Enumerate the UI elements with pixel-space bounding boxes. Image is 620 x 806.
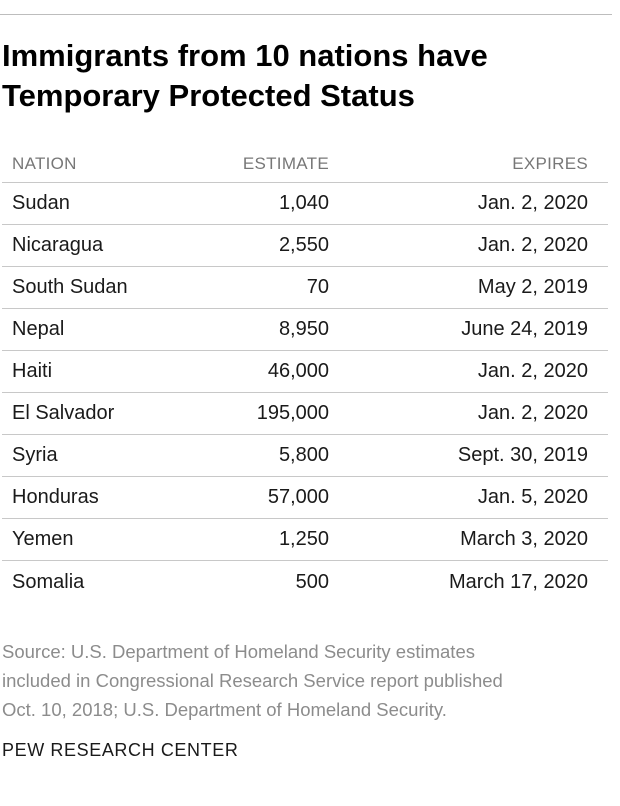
- pew-research-center-credit: PEW RESEARCH CENTER: [2, 740, 239, 760]
- source-note: Source: U.S. Department of Homeland Secu…: [2, 637, 614, 724]
- cell-estimate: 1,040: [278, 192, 329, 214]
- cell-expires: Jan. 2, 2020: [477, 360, 588, 382]
- cell-expires: Jan. 2, 2020: [477, 234, 588, 256]
- chart-title: Immigrants from 10 nations have Temporar…: [2, 36, 608, 116]
- cell-estimate: 46,000: [267, 360, 329, 382]
- cell-nation: South Sudan: [12, 276, 128, 298]
- cell-expires: Jan. 2, 2020: [477, 402, 588, 424]
- column-header-nation: NATION: [12, 153, 77, 173]
- source-line-3: Oct. 10, 2018; U.S. Department of Homela…: [2, 699, 447, 720]
- cell-estimate: 5,800: [278, 444, 329, 466]
- column-header-estimate: ESTIMATE: [242, 153, 329, 173]
- table-row: Syria 5,800 Sept. 30, 2019: [2, 435, 608, 477]
- cell-estimate: 2,550: [278, 234, 329, 256]
- cell-nation: Nepal: [12, 318, 65, 340]
- cell-nation: Yemen: [12, 528, 74, 550]
- cell-nation: Haiti: [12, 360, 53, 382]
- cell-expires: March 17, 2020: [449, 570, 588, 593]
- top-divider: [0, 14, 612, 15]
- source-line-1: Source: U.S. Department of Homeland Secu…: [2, 641, 475, 662]
- table-row: El Salvador 195,000 Jan. 2, 2020: [2, 393, 608, 435]
- cell-expires: Sept. 30, 2019: [457, 444, 588, 466]
- cell-nation: Syria: [12, 444, 58, 466]
- cell-expires: Jan. 2, 2020: [477, 192, 588, 214]
- cell-estimate: 1,250: [278, 528, 329, 550]
- cell-expires: June 24, 2019: [461, 318, 588, 340]
- chart-title-line-1: Immigrants from 10 nations have: [2, 38, 488, 73]
- table-row: Honduras 57,000 Jan. 5, 2020: [2, 477, 608, 519]
- cell-nation: Sudan: [12, 192, 70, 214]
- cell-expires: March 3, 2020: [460, 528, 588, 550]
- cell-estimate: 500: [295, 570, 329, 593]
- table-row: Yemen 1,250 March 3, 2020: [2, 519, 608, 561]
- cell-estimate: 8,950: [278, 318, 329, 340]
- tps-table: NATION ESTIMATE EXPIRES Sudan 1,040 Jan. 2…: [2, 145, 608, 603]
- table-header-row: NATION ESTIMATE EXPIRES: [2, 145, 608, 183]
- table-row: Haiti 46,000 Jan. 2, 2020: [2, 351, 608, 393]
- cell-expires: May 2, 2019: [477, 276, 588, 298]
- cell-estimate: 70: [306, 276, 329, 298]
- chart-title-line-2: Temporary Protected Status: [2, 78, 415, 113]
- table-row: Nicaragua 2,550 Jan. 2, 2020: [2, 225, 608, 267]
- cell-nation: El Salvador: [12, 402, 115, 424]
- column-header-expires: EXPIRES: [512, 153, 588, 173]
- source-line-2: included in Congressional Research Servi…: [2, 670, 503, 691]
- cell-expires: Jan. 5, 2020: [477, 486, 588, 508]
- table-row: Nepal 8,950 June 24, 2019: [2, 309, 608, 351]
- table-row: Somalia 500 March 17, 2020: [2, 561, 608, 603]
- cell-nation: Honduras: [12, 486, 99, 508]
- table-row: Sudan 1,040 Jan. 2, 2020: [2, 183, 608, 225]
- cell-nation: Somalia: [12, 570, 85, 593]
- cell-estimate: 57,000: [267, 486, 329, 508]
- cell-nation: Nicaragua: [12, 234, 104, 256]
- table-row: South Sudan 70 May 2, 2019: [2, 267, 608, 309]
- cell-estimate: 195,000: [256, 402, 329, 424]
- table-body: Sudan 1,040 Jan. 2, 2020 Nicaragua 2,550 Jan.…: [2, 183, 608, 603]
